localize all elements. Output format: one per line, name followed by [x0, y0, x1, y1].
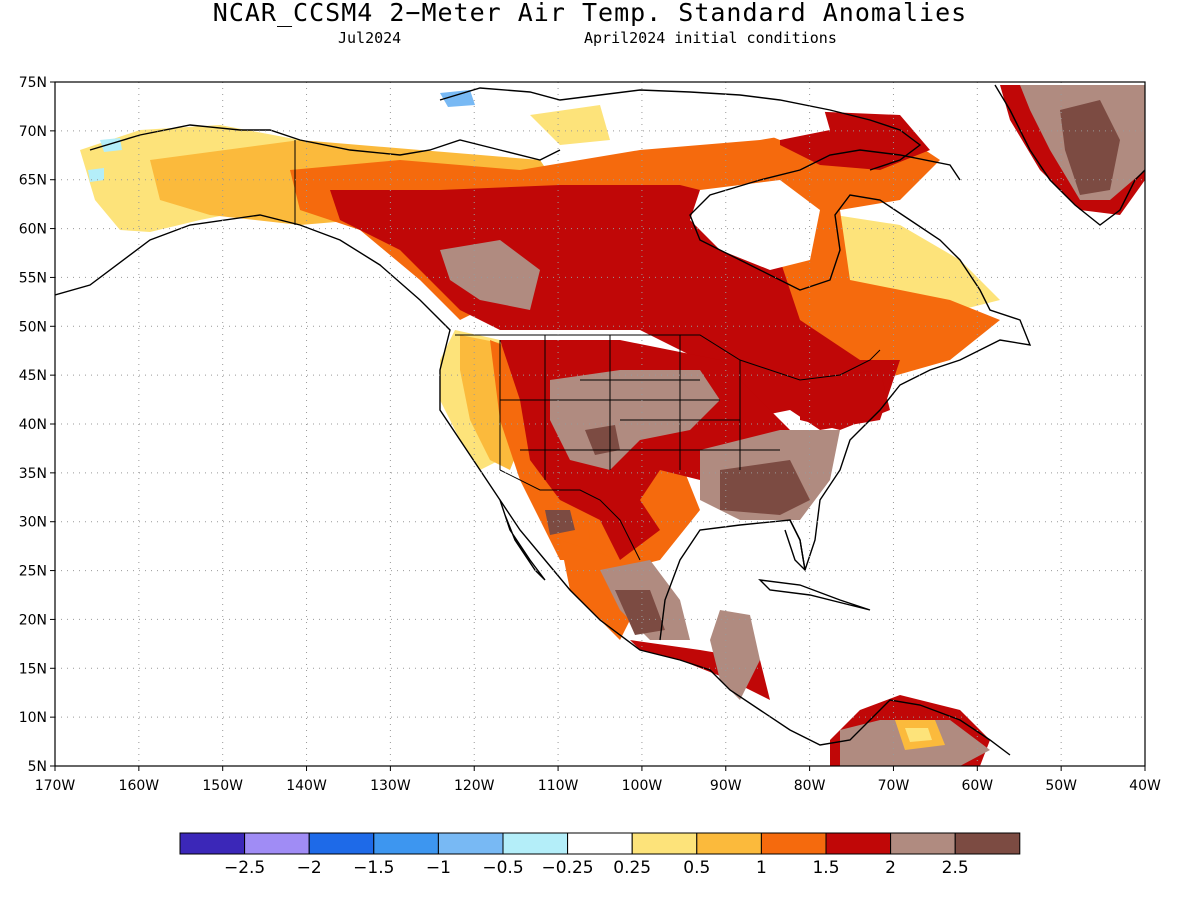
map-title: NCAR_CCSM4 2−Meter Air Temp. Standard An…: [212, 0, 968, 27]
colorbar-swatch: [179, 832, 246, 855]
anomaly-shading: [80, 85, 1145, 766]
shade-canada-broad: [290, 120, 1000, 380]
coast-north-america: [55, 214, 1011, 756]
lon-label: 90W: [710, 778, 742, 794]
lon-label: 120W: [454, 778, 495, 794]
colorbar-swatch: [437, 832, 504, 855]
border-states: [499, 335, 780, 480]
lon-label: 150W: [202, 778, 243, 794]
colorbar-swatch: [954, 832, 1021, 855]
shade-alaska-blue2: [88, 168, 104, 182]
lon-label: 70W: [878, 778, 910, 794]
lat-label: 20N: [19, 612, 47, 628]
colorbar-swatch: [696, 832, 762, 855]
shade-greenland-brown: [1060, 100, 1120, 195]
shade-mexico-brown: [615, 590, 665, 635]
lat-label: 45N: [19, 368, 47, 384]
colorbar-label: 1.5: [812, 858, 839, 878]
shade-arctic-isles: [530, 105, 610, 145]
lat-label: 15N: [19, 661, 47, 677]
longitude-labels: 170W 160W 150W 140W 130W 120W 110W 100W 90W 80W 70…: [35, 766, 1161, 794]
shade-hotspot-3: [905, 728, 932, 742]
lon-label: 50W: [1045, 778, 1077, 794]
border-us-canada: [455, 334, 881, 381]
colorbar-labels: −2.5 −2 −1.5 −1 −0.5 −0.25 0.25 0.5 1 1.5 2 2.5: [224, 858, 969, 878]
coast-florida: [784, 519, 807, 573]
shade-arctic-blue: [440, 90, 475, 107]
colorbar-swatch: [244, 832, 310, 855]
colorbar-label: −1: [426, 858, 451, 878]
colorbar-label: −0.25: [542, 858, 594, 878]
subtitle-valid-month: Jul2024: [338, 29, 402, 47]
colorbar-swatch: [308, 832, 375, 855]
coastlines: [55, 84, 1145, 756]
colorbar-label: 0.5: [683, 858, 710, 878]
colorbar-label: −2: [297, 858, 322, 878]
lat-label: 5N: [28, 759, 47, 775]
lon-label: 40W: [1129, 778, 1161, 794]
shade-baffin: [720, 90, 830, 140]
colorbar-swatch: [631, 832, 698, 855]
colorbar-swatch: [760, 832, 827, 855]
lon-label: 60W: [961, 778, 993, 794]
lat-label: 65N: [19, 173, 47, 189]
shade-chihuahua-brown: [545, 510, 575, 535]
lon-label: 80W: [794, 778, 826, 794]
colorbar-swatch: [567, 832, 633, 855]
borders: [294, 140, 881, 561]
shade-mexico: [560, 540, 640, 640]
lon-label: 110W: [538, 778, 579, 794]
lon-label: 100W: [622, 778, 663, 794]
colorbar-label: 2.5: [942, 858, 969, 878]
shade-colorado-brown: [585, 425, 620, 455]
colorbar-label: −0.5: [482, 858, 523, 878]
lat-label: 75N: [19, 75, 47, 91]
coast-greenland: [994, 84, 1145, 226]
colorbar-swatch: [890, 832, 956, 855]
shade-central-am-taupe: [710, 610, 760, 700]
subtitle-initial-conditions: April2024 initial conditions: [584, 29, 837, 47]
colorbar-label: 0.25: [613, 858, 651, 878]
lat-label: 25N: [19, 564, 47, 580]
shade-central-am: [630, 640, 770, 700]
shade-hudson-bay: [690, 180, 820, 270]
lat-label: 35N: [19, 466, 47, 482]
lon-label: 160W: [119, 778, 160, 794]
lat-label: 50N: [19, 319, 47, 335]
coast-arctic-islands: [439, 87, 922, 171]
shade-alaska-blue: [100, 138, 122, 152]
colorbar-swatch: [825, 832, 892, 855]
colorbar-label: −1.5: [353, 858, 394, 878]
colorbar-label: −2.5: [224, 858, 265, 878]
colorbar-label: 1: [756, 858, 767, 878]
lat-label: 55N: [19, 270, 47, 286]
lat-label: 60N: [19, 222, 47, 238]
colorbar-label: 2: [885, 858, 896, 878]
lat-label: 40N: [19, 417, 47, 433]
coast-arctic: [89, 124, 561, 161]
lon-label: 170W: [35, 778, 76, 794]
coast-cuba: [758, 579, 871, 611]
colorbar-swatch: [502, 832, 569, 855]
shade-northeast: [800, 370, 890, 430]
lon-label: 140W: [286, 778, 327, 794]
colorbar: [179, 832, 1021, 855]
colorbar-swatch: [373, 832, 439, 855]
lat-label: 70N: [19, 124, 47, 140]
lon-label: 130W: [370, 778, 411, 794]
shade-southeast-brown: [720, 460, 810, 515]
border-us-mexico: [499, 469, 641, 561]
lat-label: 10N: [19, 710, 47, 726]
graticule: [55, 82, 1145, 766]
shade-canada-taupe: [440, 240, 540, 310]
latitude-labels: 75N 70N 65N 60N 55N 50N 45N 40N 35N 30N 25N 20N 15N 1…: [19, 75, 55, 775]
coast-baja: [499, 499, 546, 581]
lat-label: 30N: [19, 515, 47, 531]
